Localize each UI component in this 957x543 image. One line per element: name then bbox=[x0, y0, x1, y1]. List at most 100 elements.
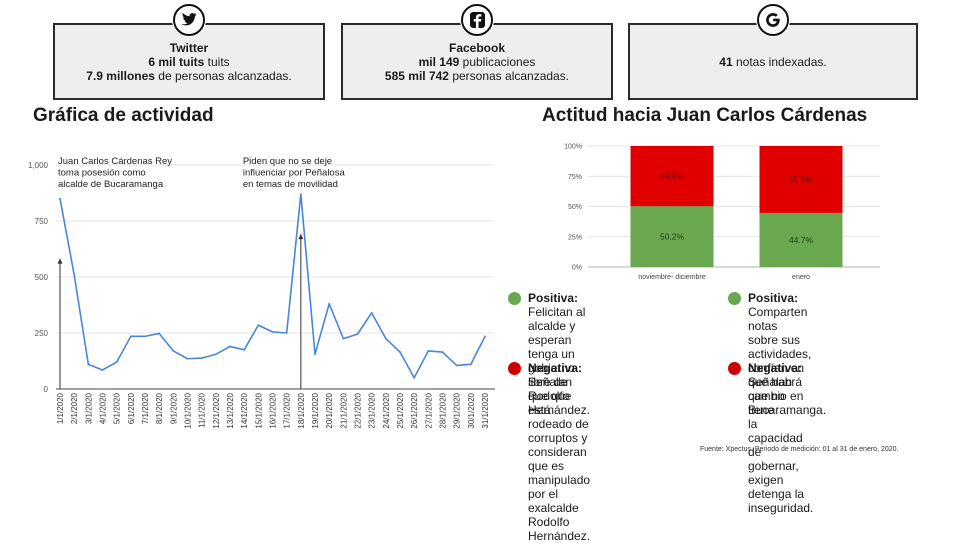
annotation-arrow-head bbox=[298, 234, 304, 240]
bar-y-tick-label: 50% bbox=[568, 204, 582, 211]
activity-data-point bbox=[73, 273, 76, 276]
bar-y-tick-label: 100% bbox=[564, 144, 582, 151]
bar-category-label: noviembre- diciembre bbox=[638, 274, 705, 281]
annotation-text: toma posesión como bbox=[58, 168, 146, 179]
legend-left-negative-line-4: por el exalcalde Rodolfo bbox=[528, 487, 579, 529]
facebook-reach: 585 mil 742 personas alcanzadas. bbox=[385, 69, 569, 83]
annotation-text: Juan Carlos Cárdenas Rey bbox=[58, 156, 172, 167]
x-tick-label: 17/1/2020 bbox=[283, 392, 292, 428]
facebook-posts: mil 149 publicaciones bbox=[419, 55, 536, 69]
legend-right-negative-line-1: Señalan que no tiene bbox=[748, 375, 793, 417]
x-tick-label: 28/1/2020 bbox=[439, 392, 448, 428]
activity-data-point bbox=[243, 348, 246, 351]
bar-data-label: 50.2% bbox=[660, 232, 685, 242]
x-tick-label: 26/1/2020 bbox=[410, 392, 419, 428]
activity-data-point bbox=[200, 357, 203, 359]
bar-category-label: enero bbox=[792, 274, 810, 281]
y-tick-label: 500 bbox=[35, 273, 49, 282]
x-tick-label: 3/1/2020 bbox=[84, 392, 93, 424]
source-note: Fuente: Xpectus. Periodo de medición: 01… bbox=[700, 446, 899, 453]
twitter-reach: 7.9 millones de personas alcanzadas. bbox=[86, 69, 291, 83]
activity-data-point bbox=[469, 363, 472, 366]
x-tick-label: 10/1/2020 bbox=[184, 392, 193, 428]
x-tick-label: 6/1/2020 bbox=[127, 392, 136, 424]
legend-right-positive-line-4: Bucaramanga. bbox=[748, 403, 827, 417]
activity-data-point bbox=[214, 353, 217, 356]
activity-data-point bbox=[314, 353, 316, 356]
x-tick-label: 30/1/2020 bbox=[467, 392, 476, 428]
bar-y-tick-label: 75% bbox=[568, 174, 582, 181]
activity-data-point bbox=[257, 324, 260, 327]
x-tick-label: 4/1/2020 bbox=[99, 392, 108, 424]
activity-data-point bbox=[413, 376, 416, 379]
activity-line-chart: 0 250 500 750 1,000 1/1/2020 2/1/2020 3/1/2020 4… bbox=[28, 156, 495, 429]
facebook-posts-label: publicaciones bbox=[459, 54, 536, 69]
activity-data-point bbox=[271, 330, 274, 333]
annotation-text: Piden que no se deje bbox=[243, 156, 332, 167]
annotation-arrow-head bbox=[57, 258, 63, 264]
facebook-reach-label: personas alcanzadas. bbox=[448, 68, 570, 83]
legend-right-negative-line-3: exigen detenga la inseguridad. bbox=[748, 473, 814, 515]
bar-data-label: 55.3% bbox=[789, 174, 814, 184]
google-stat-box: 41 notas indexadas. bbox=[628, 23, 918, 100]
legend-left-negative-name: Negativa: bbox=[528, 361, 583, 375]
x-tick-label: 25/1/2020 bbox=[396, 392, 405, 428]
activity-data-point bbox=[441, 351, 444, 353]
x-tick-label: 21/1/2020 bbox=[339, 392, 348, 428]
twitter-tweets-label: tuits bbox=[204, 54, 230, 69]
activity-data-point bbox=[129, 335, 132, 338]
x-tick-label: 12/1/2020 bbox=[212, 392, 221, 428]
legend-right-positive-name: Positiva: bbox=[748, 291, 799, 305]
negative-dot-icon bbox=[728, 362, 741, 375]
facebook-title: Facebook bbox=[448, 40, 505, 55]
x-tick-label: 24/1/2020 bbox=[382, 392, 391, 428]
legend-left-positive-line-3: libre de Rodolfo Hernández. bbox=[528, 375, 591, 417]
x-tick-label: 23/1/2020 bbox=[368, 392, 377, 428]
attitude-stacked-bar-chart: 0% 25% 50% 75% 100% 50.2% 49.8% noviembre- dici… bbox=[564, 144, 880, 281]
x-tick-label: 14/1/2020 bbox=[240, 392, 249, 428]
legend-left-positive-line-1: Felicitan al alcalde y bbox=[528, 305, 586, 333]
activity-data-point bbox=[342, 337, 345, 340]
activity-data-point bbox=[299, 193, 302, 196]
twitter-reach-count: 7.9 millones bbox=[86, 68, 155, 83]
legend-right-negative-name: Negativa: bbox=[748, 361, 803, 375]
legend-left-negative-line-3: consideran que es manipulado bbox=[528, 445, 591, 487]
legend-right-positive-line-1: Comparten notas bbox=[748, 305, 808, 333]
activity-chart-title: Gráfica de actividad bbox=[33, 105, 214, 126]
google-notes-label: notas indexadas. bbox=[732, 54, 827, 69]
legend-right-negative-line-2: la capacidad de gobernar, bbox=[748, 417, 803, 473]
y-tick-label: 250 bbox=[35, 329, 49, 338]
annotation-text: alcalde de Bucaramanga bbox=[58, 179, 164, 190]
y-tick-label: 1,000 bbox=[28, 161, 49, 170]
activity-data-point bbox=[328, 302, 331, 305]
negative-dot-icon bbox=[508, 362, 521, 375]
x-tick-label: 29/1/2020 bbox=[453, 392, 462, 428]
x-tick-label: 16/1/2020 bbox=[269, 392, 278, 428]
activity-data-point bbox=[427, 350, 430, 352]
x-tick-label: 7/1/2020 bbox=[141, 392, 150, 424]
google-notes: 41 notas indexadas. bbox=[719, 55, 826, 69]
activity-data-point bbox=[101, 369, 104, 371]
x-tick-label: 2/1/2020 bbox=[70, 392, 79, 424]
twitter-bird-icon bbox=[172, 3, 206, 37]
bar-segment-positiva bbox=[630, 206, 714, 267]
activity-data-point bbox=[356, 333, 359, 336]
bar-y-tick-label: 25% bbox=[568, 234, 582, 241]
activity-data-point bbox=[144, 335, 146, 338]
bar-data-label: 49.8% bbox=[660, 171, 685, 181]
twitter-reach-label: de personas alcanzadas. bbox=[154, 68, 292, 83]
activity-data-point bbox=[455, 364, 458, 367]
activity-data-point bbox=[186, 357, 189, 360]
positive-dot-icon bbox=[508, 292, 521, 305]
legend-left-positive-name: Positiva: bbox=[528, 291, 579, 305]
facebook-logo-icon bbox=[460, 3, 494, 37]
twitter-title: Twitter bbox=[169, 40, 209, 55]
y-tick-label: 0 bbox=[44, 385, 49, 394]
legend-right-positive-line-3: que habrá cambio en bbox=[748, 375, 804, 403]
activity-data-point bbox=[484, 335, 486, 338]
activity-data-point bbox=[229, 345, 231, 348]
legend-left-positive-line-2: esperan tenga un gobierno bbox=[528, 333, 575, 375]
activity-data-point bbox=[399, 351, 401, 353]
x-tick-label: 19/1/2020 bbox=[311, 392, 320, 428]
x-tick-label: 9/1/2020 bbox=[169, 392, 178, 424]
